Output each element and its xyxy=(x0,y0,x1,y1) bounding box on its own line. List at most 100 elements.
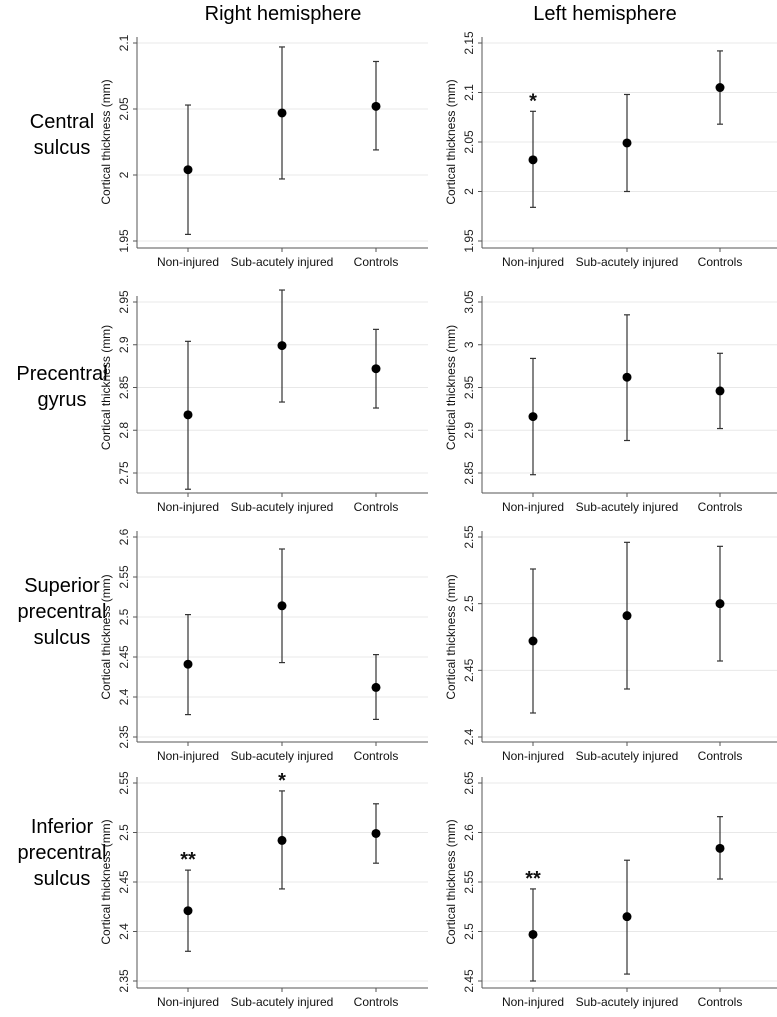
y-tick-label: 2.9 xyxy=(117,336,131,353)
data-point xyxy=(183,165,193,175)
data-point xyxy=(277,108,287,118)
y-tick-label: 2.8 xyxy=(117,422,131,439)
y-tick-label: 2 xyxy=(462,188,476,195)
y-tick-label: 2.6 xyxy=(117,528,131,545)
y-tick-label: 2 xyxy=(117,171,131,178)
data-point xyxy=(622,611,632,621)
data-point xyxy=(277,601,287,611)
row-label-line: precentral xyxy=(18,601,107,623)
x-tick-label: Sub-acutely injured xyxy=(576,500,679,514)
panel-3: 2.75 2.8 2.85 2.9 2.95 Cortical thickness (mm… xyxy=(99,289,428,514)
row-label-line: precentral xyxy=(18,842,107,864)
y-tick-label: 2.35 xyxy=(117,725,131,749)
row-label-line: Superior xyxy=(24,575,100,597)
x-tick-label: Non-injured xyxy=(157,749,219,763)
y-tick-label: 3.05 xyxy=(462,290,476,314)
panel-5: 2.35 2.4 2.45 2.5 2.55 2.6 Cortical thickness … xyxy=(99,528,428,763)
data-point xyxy=(528,155,538,165)
x-tick-label: Non-injured xyxy=(502,255,564,269)
x-tick-label: Non-injured xyxy=(157,500,219,514)
x-tick-label: Controls xyxy=(698,500,743,514)
data-point xyxy=(715,599,725,609)
y-tick-label: 2.55 xyxy=(462,525,476,549)
y-tick-label: 2.9 xyxy=(462,422,476,439)
x-tick-label: Sub-acutely injured xyxy=(576,749,679,763)
y-tick-label: 2.05 xyxy=(462,130,476,154)
y-tick-label: 2.85 xyxy=(117,375,131,399)
y-tick-label: 2.4 xyxy=(117,923,131,940)
row-label: Central sulcus xyxy=(30,111,94,159)
significance-marker: * xyxy=(529,90,537,112)
significance-marker: * xyxy=(278,770,286,792)
data-point xyxy=(371,682,381,692)
panel-4: 2.85 2.9 2.95 3 3.05 Cortical thickness (mm) N… xyxy=(444,290,777,514)
row-label-line: Precentral xyxy=(16,363,107,385)
data-point xyxy=(277,835,287,845)
data-point xyxy=(715,386,725,396)
y-tick-label: 2.5 xyxy=(462,923,476,940)
y-tick-label: 1.95 xyxy=(117,229,131,253)
y-axis-label: Cortical thickness (mm) xyxy=(99,574,113,699)
y-tick-label: 2.15 xyxy=(462,31,476,55)
data-point xyxy=(528,412,538,422)
row-label-line: Inferior xyxy=(31,816,94,838)
panels: 1.95 2 2.05 2.1 Cortical thickness (mm) Non-i… xyxy=(99,31,777,1009)
x-tick-label: Controls xyxy=(698,749,743,763)
row-labels: Central sulcus Precentral gyrus Superior prec… xyxy=(16,111,107,890)
y-tick-label: 2.5 xyxy=(117,608,131,625)
x-tick-label: Sub-acutely injured xyxy=(231,500,334,514)
y-tick-label: 2.95 xyxy=(462,375,476,399)
x-tick-label: Non-injured xyxy=(157,255,219,269)
y-tick-label: 2.45 xyxy=(462,969,476,993)
y-tick-label: 2.55 xyxy=(462,870,476,894)
y-tick-label: 2.1 xyxy=(462,84,476,101)
y-axis-label: Cortical thickness (mm) xyxy=(444,79,458,204)
y-tick-label: 2.45 xyxy=(462,658,476,682)
x-tick-label: Controls xyxy=(354,500,399,514)
y-tick-label: 2.75 xyxy=(117,461,131,485)
data-point xyxy=(622,912,632,922)
x-tick-label: Controls xyxy=(354,255,399,269)
x-tick-label: Controls xyxy=(354,995,399,1009)
significance-marker: ** xyxy=(180,849,196,871)
y-axis-label: Cortical thickness (mm) xyxy=(444,325,458,450)
y-tick-label: 2.5 xyxy=(462,595,476,612)
x-tick-label: Non-injured xyxy=(502,500,564,514)
x-tick-label: Sub-acutely injured xyxy=(231,255,334,269)
y-tick-label: 2.35 xyxy=(117,969,131,993)
x-tick-label: Controls xyxy=(698,255,743,269)
data-point xyxy=(622,372,632,382)
y-axis-label: Cortical thickness (mm) xyxy=(444,574,458,699)
x-tick-label: Sub-acutely injured xyxy=(231,995,334,1009)
x-tick-label: Non-injured xyxy=(157,995,219,1009)
row-label: Superior precentral sulcus xyxy=(18,575,107,649)
y-tick-label: 2.05 xyxy=(117,97,131,121)
y-tick-label: 3 xyxy=(462,341,476,348)
row-label-line: sulcus xyxy=(34,868,91,890)
y-tick-label: 2.5 xyxy=(117,824,131,841)
x-tick-label: Non-injured xyxy=(502,995,564,1009)
y-tick-label: 2.95 xyxy=(117,290,131,314)
data-point xyxy=(715,843,725,853)
row-label-line: Central xyxy=(30,111,94,133)
data-point xyxy=(277,341,287,351)
y-tick-label: 2.4 xyxy=(117,688,131,705)
y-tick-label: 2.6 xyxy=(462,824,476,841)
x-tick-label: Sub-acutely injured xyxy=(231,749,334,763)
panel-1: 1.95 2 2.05 2.1 Cortical thickness (mm) Non-i… xyxy=(99,34,428,269)
panel-7: 2.35 2.4 2.45 2.5 2.55 Cortical thickness (mm… xyxy=(99,770,428,1009)
row-label-line: sulcus xyxy=(34,137,91,159)
data-point xyxy=(528,929,538,939)
x-tick-label: Controls xyxy=(698,995,743,1009)
row-label-line: gyrus xyxy=(38,389,87,411)
panel-8: 2.45 2.5 2.55 2.6 2.65 Cortical thickness (mm… xyxy=(444,771,777,1009)
panel-2: 1.95 2 2.05 2.1 2.15 Cortical thickness (mm) N… xyxy=(444,31,777,269)
y-axis-label: Cortical thickness (mm) xyxy=(99,819,113,944)
y-tick-label: 2.45 xyxy=(117,870,131,894)
data-point xyxy=(715,83,725,93)
y-tick-label: 2.55 xyxy=(117,771,131,795)
data-point xyxy=(371,828,381,838)
y-tick-label: 2.45 xyxy=(117,645,131,669)
significance-marker: ** xyxy=(525,868,541,890)
